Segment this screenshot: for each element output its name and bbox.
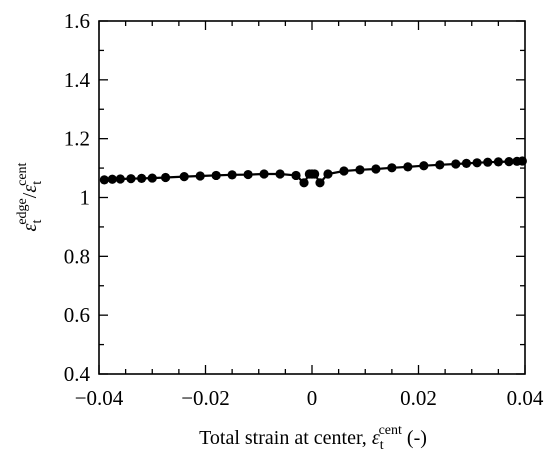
y-tick-labels: 0.4 0.6 0.8 1 1.2 1.4 1.6 — [64, 9, 91, 386]
data-point — [435, 160, 445, 170]
data-point — [179, 172, 189, 182]
data-point — [504, 157, 514, 167]
x-axis-label: Total strain at center, εtcent (-) — [199, 423, 427, 453]
x-tick-labels: −0.04 −0.02 0 0.02 0.04 — [75, 386, 544, 410]
data-point — [126, 174, 136, 184]
data-point — [371, 164, 381, 174]
data-point — [195, 171, 205, 181]
data-point — [211, 170, 221, 181]
y-axis-label: εtedge/εtcent — [15, 162, 45, 231]
data-point — [99, 175, 109, 185]
y-tick-label: 1.6 — [64, 9, 90, 33]
data-point — [160, 172, 171, 183]
data-point — [323, 169, 333, 179]
data-point — [137, 173, 147, 183]
x-tick-label: 0 — [307, 386, 318, 410]
y-axis-label-den-subscript: t — [30, 181, 45, 185]
x-axis-label-superscript: cent — [379, 423, 402, 438]
data-point — [483, 157, 493, 167]
y-axis-label-den-symbol: ε — [19, 185, 41, 193]
data-point — [147, 173, 157, 183]
data-point — [243, 169, 253, 180]
data-point — [299, 178, 309, 188]
y-axis-label-num-superscript: edge — [15, 198, 30, 224]
y-axis-label-num-subscript: t — [30, 220, 45, 224]
x-axis-label-suffix: (-) — [402, 427, 427, 449]
data-point — [339, 166, 349, 176]
x-tick-label: −0.02 — [181, 386, 230, 410]
y-tick-label: 0.8 — [64, 244, 90, 268]
data-point — [315, 178, 325, 188]
plot-frame — [98, 20, 526, 375]
y-tick-label: 1 — [80, 186, 91, 210]
y-axis-label-num-symbol: ε — [19, 223, 41, 231]
x-tick-label: 0.04 — [507, 386, 544, 410]
data-point — [227, 170, 237, 180]
data-point — [291, 170, 301, 181]
data-point — [107, 174, 117, 184]
x-tick-label: 0.02 — [400, 386, 437, 410]
y-tick-label: 1.4 — [64, 68, 91, 92]
data-point — [387, 163, 397, 173]
data-point — [259, 169, 269, 179]
x-axis-label-subscript: t — [380, 438, 384, 453]
data-point — [403, 162, 413, 172]
axis-ticks — [98, 20, 526, 375]
data-point — [419, 161, 429, 171]
y-tick-label: 1.2 — [64, 127, 90, 151]
y-axis-label-slash: / — [19, 192, 41, 198]
data-point — [115, 174, 125, 184]
y-axis-label-den-superscript: cent — [15, 162, 30, 185]
data-point — [493, 157, 503, 167]
data-point — [310, 169, 320, 179]
data-point — [451, 159, 461, 169]
y-tick-label: 0.4 — [64, 362, 91, 386]
data-point — [472, 158, 482, 168]
y-tick-label: 0.6 — [64, 303, 90, 327]
plot-content — [99, 156, 527, 188]
data-point — [275, 169, 285, 179]
data-point — [355, 165, 365, 175]
x-axis-label-text: Total strain at center, — [199, 427, 372, 449]
x-axis-label-symbol: ε — [372, 427, 380, 449]
x-tick-label: −0.04 — [75, 386, 124, 410]
data-point — [461, 158, 472, 168]
